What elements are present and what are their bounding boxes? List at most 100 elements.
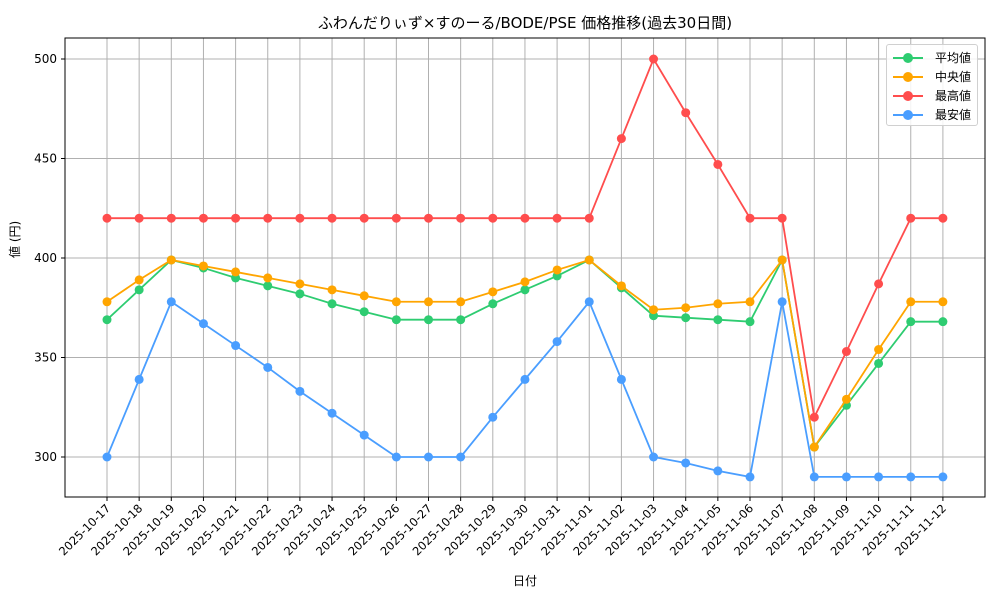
y-tick-label: 450 — [34, 152, 57, 166]
data-point — [263, 362, 273, 372]
data-point — [488, 299, 498, 309]
data-point — [745, 213, 755, 223]
data-point — [327, 285, 337, 295]
legend-item-min: 最安値 — [887, 105, 977, 124]
data-point — [616, 281, 626, 291]
data-point — [616, 134, 626, 144]
data-point — [391, 452, 401, 462]
data-point — [874, 345, 884, 355]
x-axis-label: 日付 — [512, 574, 537, 588]
data-point — [295, 213, 305, 223]
data-point — [906, 472, 916, 482]
data-point — [391, 315, 401, 325]
data-point — [938, 317, 948, 327]
data-point — [166, 255, 176, 265]
y-tick-label: 400 — [34, 251, 57, 265]
legend-label: 最高値 — [935, 89, 972, 103]
data-point — [681, 108, 691, 118]
y-tick-label: 350 — [34, 351, 57, 365]
data-point — [874, 279, 884, 289]
data-point — [391, 297, 401, 307]
data-point — [938, 472, 948, 482]
data-point — [198, 261, 208, 271]
data-point — [134, 285, 144, 295]
data-point — [424, 452, 433, 462]
data-point — [198, 213, 208, 223]
data-point — [424, 213, 433, 223]
data-point — [809, 412, 819, 422]
data-point — [681, 313, 691, 323]
data-point — [391, 213, 401, 223]
data-point — [584, 297, 594, 307]
data-point — [359, 430, 369, 440]
data-point — [938, 213, 948, 223]
data-point — [713, 159, 723, 169]
data-point — [841, 347, 851, 357]
data-point — [777, 255, 787, 265]
data-point — [681, 303, 691, 313]
legend-label: 平均値 — [935, 51, 972, 65]
data-point — [134, 374, 144, 384]
data-point — [359, 307, 369, 317]
data-point — [456, 213, 466, 223]
data-point — [552, 337, 562, 347]
legend-marker-icon — [893, 71, 923, 82]
data-point — [520, 213, 530, 223]
data-point — [488, 287, 498, 297]
data-point — [906, 317, 916, 327]
data-point — [874, 472, 884, 482]
data-point — [456, 452, 466, 462]
data-point — [520, 285, 530, 295]
data-point — [745, 317, 755, 327]
x-axis: 2025-10-172025-10-182025-10-192025-10-20… — [56, 497, 949, 558]
data-point — [295, 386, 305, 396]
data-point — [166, 297, 176, 307]
legend-marker-icon — [893, 109, 923, 120]
data-point — [906, 297, 916, 307]
data-point — [777, 297, 787, 307]
data-point — [745, 297, 755, 307]
data-point — [263, 213, 273, 223]
data-point — [327, 299, 337, 309]
data-point — [649, 54, 659, 64]
data-point — [745, 472, 755, 482]
data-point — [649, 305, 659, 315]
data-point — [327, 213, 337, 223]
data-point — [295, 279, 305, 289]
data-point — [102, 213, 112, 223]
series-layer — [102, 54, 948, 482]
data-point — [456, 315, 466, 325]
data-point — [488, 213, 498, 223]
data-point — [584, 255, 594, 265]
y-tick-label: 300 — [34, 450, 57, 464]
data-point — [263, 281, 273, 291]
data-point — [295, 289, 305, 299]
y-tick-label: 500 — [34, 52, 57, 66]
data-point — [841, 472, 851, 482]
data-point — [359, 291, 369, 301]
legend-label: 最安値 — [935, 108, 972, 122]
data-point — [520, 374, 530, 384]
data-point — [520, 277, 530, 287]
data-point — [198, 319, 208, 329]
data-point — [906, 213, 916, 223]
data-point — [359, 213, 369, 223]
data-point — [938, 297, 948, 307]
data-point — [231, 341, 241, 351]
legend: 平均値 中央値 最高値 最安値 — [886, 44, 978, 126]
series-line — [102, 297, 948, 482]
data-point — [809, 472, 819, 482]
data-point — [102, 452, 112, 462]
data-point — [488, 412, 498, 422]
series-line — [102, 255, 948, 452]
data-point — [102, 315, 112, 325]
data-point — [134, 275, 144, 285]
data-point — [552, 213, 562, 223]
data-point — [424, 297, 433, 307]
legend-label: 中央値 — [935, 70, 972, 84]
data-point — [166, 213, 176, 223]
data-point — [649, 452, 659, 462]
data-point — [777, 213, 787, 223]
data-point — [874, 358, 884, 368]
